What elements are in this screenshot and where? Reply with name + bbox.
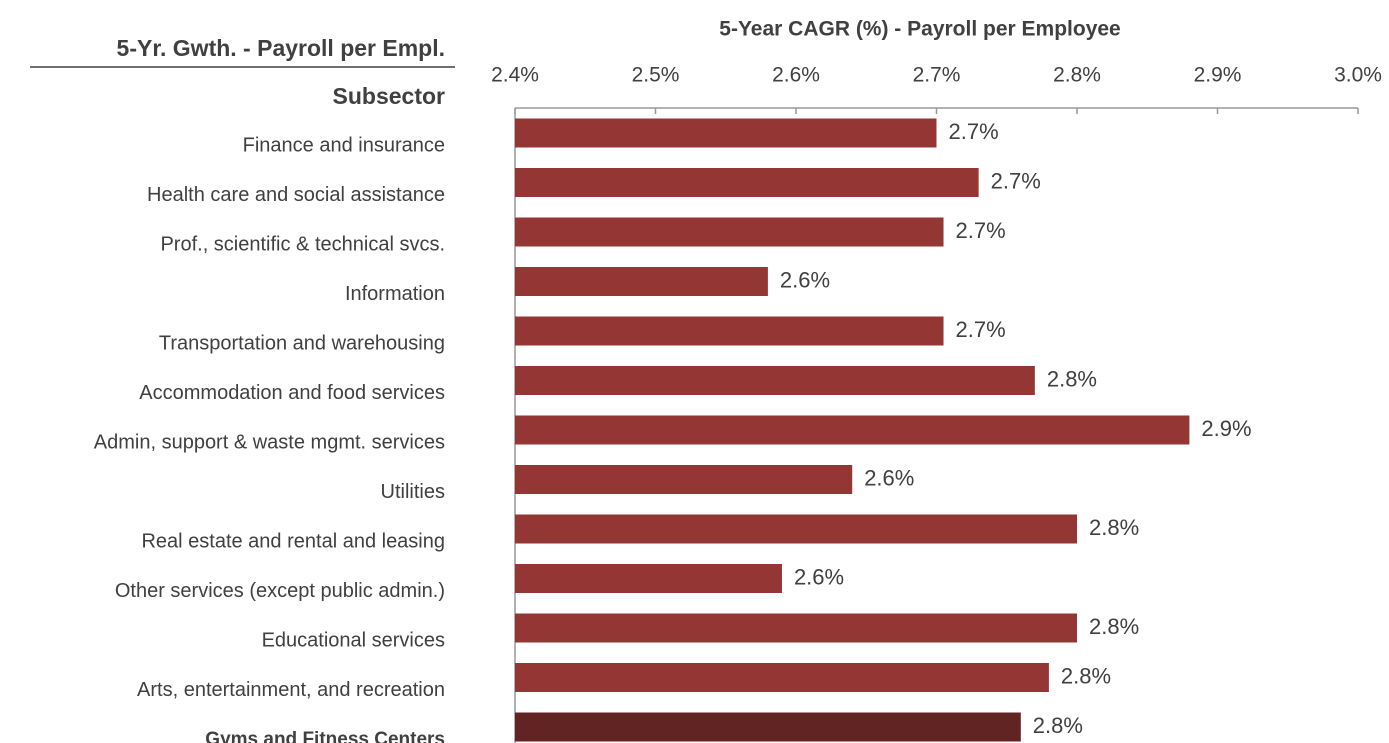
value-label: 2.8% bbox=[1047, 366, 1097, 391]
x-tick-label: 2.5% bbox=[632, 64, 680, 87]
value-label: 2.6% bbox=[794, 564, 844, 589]
chart-title: 5-Year CAGR (%) - Payroll per Employee bbox=[719, 18, 1120, 41]
bar bbox=[515, 415, 1190, 445]
y-tick-label: Admin, support & waste mgmt. services bbox=[94, 431, 445, 453]
y-tick-label: Prof., scientific & technical svcs. bbox=[160, 233, 445, 255]
value-label: 2.7% bbox=[991, 168, 1041, 193]
y-tick-label: Health care and social assistance bbox=[147, 184, 445, 206]
value-label: 2.8% bbox=[1089, 614, 1139, 639]
y-tick-label: Transportation and warehousing bbox=[159, 332, 445, 354]
value-label: 2.8% bbox=[1089, 515, 1139, 540]
x-tick-label: 3.0% bbox=[1334, 64, 1382, 87]
y-tick-label: Gyms and Fitness Centers bbox=[205, 729, 445, 743]
y-tick-label: Arts, entertainment, and recreation bbox=[137, 679, 445, 701]
y-tick-label: Real estate and rental and leasing bbox=[141, 530, 445, 552]
value-label: 2.7% bbox=[956, 317, 1006, 342]
bar bbox=[515, 613, 1077, 643]
bar bbox=[515, 217, 944, 247]
bar bbox=[515, 712, 1021, 742]
value-label: 2.8% bbox=[1033, 713, 1083, 738]
category-header: Subsector bbox=[333, 83, 446, 109]
y-tick-label: Finance and insurance bbox=[243, 134, 445, 156]
value-label: 2.7% bbox=[949, 119, 999, 144]
y-tick-label: Information bbox=[345, 283, 445, 305]
bar bbox=[515, 564, 782, 593]
value-label: 2.9% bbox=[1201, 416, 1251, 441]
value-label: 2.6% bbox=[864, 465, 914, 490]
x-tick-label: 2.7% bbox=[913, 64, 961, 87]
y-tick-label: Utilities bbox=[381, 481, 445, 503]
x-tick-label: 2.8% bbox=[1053, 64, 1101, 87]
x-tick-label: 2.4% bbox=[491, 64, 539, 87]
bar bbox=[515, 118, 937, 148]
bar bbox=[515, 663, 1049, 692]
y-tick-label: Other services (except public admin.) bbox=[115, 580, 445, 602]
y-tick-label: Educational services bbox=[262, 629, 445, 651]
x-tick-label: 2.9% bbox=[1194, 64, 1242, 87]
bar bbox=[515, 366, 1035, 395]
bar bbox=[515, 267, 768, 296]
bar bbox=[515, 465, 853, 494]
y-tick-label: Accommodation and food services bbox=[139, 382, 445, 404]
value-label: 2.7% bbox=[956, 218, 1006, 243]
bar bbox=[515, 168, 979, 197]
value-label: 2.8% bbox=[1061, 663, 1111, 688]
value-label: 2.6% bbox=[780, 267, 830, 292]
bar bbox=[515, 514, 1077, 544]
bar bbox=[515, 316, 944, 346]
left-header: 5-Yr. Gwth. - Payroll per Empl. bbox=[117, 35, 445, 61]
x-tick-label: 2.6% bbox=[772, 64, 820, 87]
